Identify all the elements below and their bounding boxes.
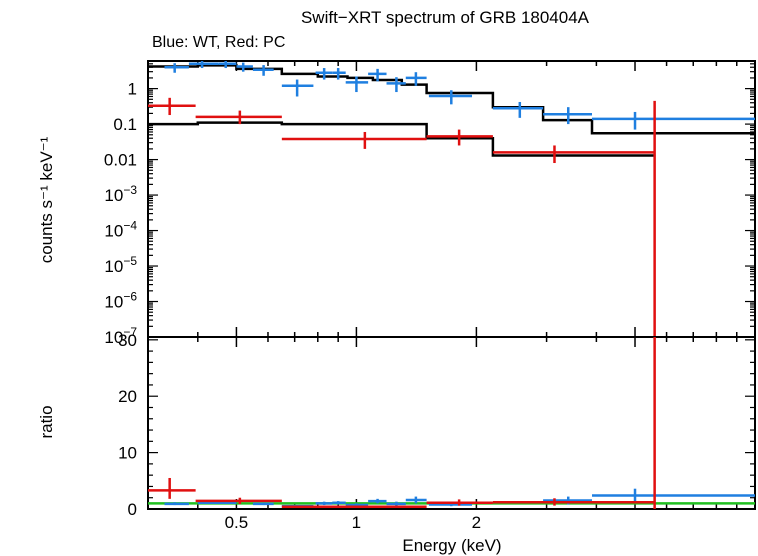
- y-tick-label-exponent: −6: [123, 290, 137, 304]
- y-tick-label: 10−4: [104, 219, 137, 241]
- x-axis-title: Energy (keV): [402, 536, 501, 555]
- y-tick-label-exponent: −7: [123, 325, 137, 339]
- chart-subtitle: Blue: WT, Red: PC: [152, 34, 285, 51]
- y-tick-label-base: 10: [104, 293, 123, 312]
- y-tick-label-base: 10: [104, 186, 123, 205]
- x-tick-label: 2: [472, 513, 481, 532]
- x-tick-label: 1: [352, 513, 361, 532]
- y-tick-label: 10−5: [104, 254, 137, 276]
- y-tick-label: 0.01: [104, 151, 137, 170]
- y-tick-label: 10−6: [104, 290, 137, 312]
- ratio-panel: 0 10 20 30 0.5 1 2: [118, 331, 756, 532]
- y-tick-label-base: 0.1: [113, 115, 137, 134]
- y-tick-label-exponent: −4: [123, 219, 137, 233]
- ratio-y-tick-label: 20: [118, 387, 137, 406]
- y-axis-title-spectrum: counts s⁻¹ keV⁻¹: [37, 136, 56, 263]
- model-step-line: [148, 121, 655, 157]
- ratio-y-tick-label: 10: [118, 444, 137, 463]
- y-tick-label-base: 1: [128, 80, 137, 99]
- y-tick-label-exponent: −5: [123, 254, 137, 268]
- y-tick-label: 1: [128, 80, 137, 99]
- y-axis-title-ratio: ratio: [37, 405, 56, 438]
- ratio-y-tick-label: 0: [128, 500, 137, 519]
- x-tick-label: 0.5: [225, 513, 249, 532]
- ratio-frame: [147, 336, 756, 510]
- y-tick-label-exponent: −3: [123, 183, 137, 197]
- y-tick-label: 10−7: [104, 325, 137, 347]
- y-tick-label: 10−3: [104, 183, 137, 205]
- chart-title: Swift−XRT spectrum of GRB 180404A: [301, 8, 590, 27]
- y-tick-label-base: 10: [104, 222, 123, 241]
- y-tick-label-base: 10: [104, 328, 123, 347]
- y-tick-label: 0.1: [113, 115, 137, 134]
- ratio-y-tick-label: 30: [118, 331, 137, 350]
- model-step-line: [148, 64, 755, 135]
- y-tick-label-base: 0.01: [104, 151, 137, 170]
- y-tick-label-base: 10: [104, 257, 123, 276]
